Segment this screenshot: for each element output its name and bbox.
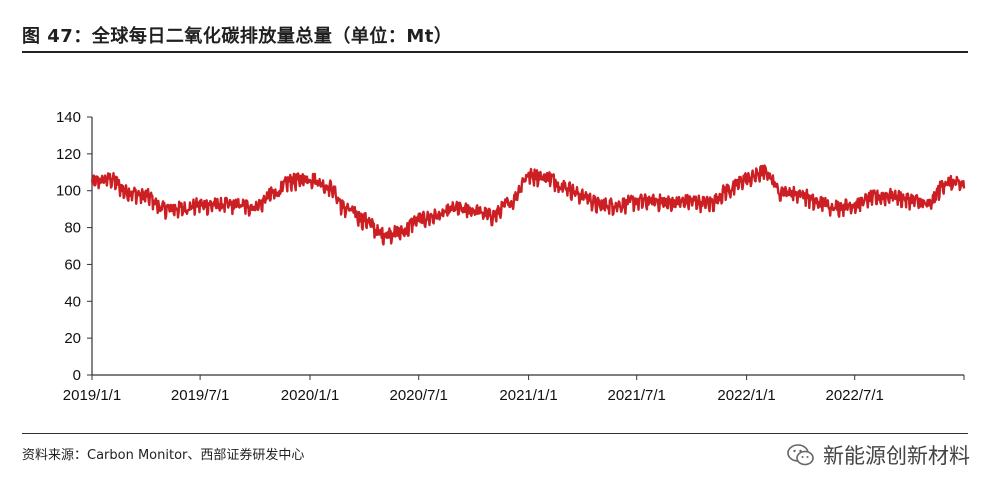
chart-plot-area xyxy=(90,164,966,246)
x-tick-label: 2019/1/1 xyxy=(63,387,121,404)
x-tick-label: 2021/1/1 xyxy=(499,387,557,404)
x-tick-label: 2020/7/1 xyxy=(390,387,448,404)
series-line xyxy=(90,164,966,246)
chart-axes xyxy=(91,117,964,376)
x-tick-label: 2022/1/1 xyxy=(717,387,775,404)
y-tick-label: 20 xyxy=(64,330,81,347)
y-tick-label: 60 xyxy=(64,256,81,273)
chart-title: 图 47：全球每日二氧化碳排放量总量（单位：Mt） xyxy=(22,26,453,47)
y-tick-label: 100 xyxy=(56,183,81,200)
y-tick-label: 120 xyxy=(56,146,81,163)
y-tick-label: 40 xyxy=(64,293,81,310)
watermark-text: 新能源创新材料 xyxy=(823,444,970,468)
x-tick-label: 2021/7/1 xyxy=(608,387,666,404)
bottom-rule xyxy=(22,433,968,434)
y-tick-label: 140 xyxy=(56,109,81,126)
wechat-icon xyxy=(787,444,814,466)
y-tick-label: 0 xyxy=(73,367,81,384)
source-note: 资料来源：Carbon Monitor、西部证券研发中心 xyxy=(22,448,305,463)
x-tick-label: 2019/7/1 xyxy=(171,387,229,404)
watermark: 新能源创新材料 xyxy=(787,440,970,470)
top-rule xyxy=(22,51,968,53)
y-tick-label: 80 xyxy=(64,220,81,237)
x-tick-label: 2022/7/1 xyxy=(826,387,884,404)
x-tick-label: 2020/1/1 xyxy=(281,387,339,404)
chart-ticks: 0 20 40 60 80 100 120 140 2019/1/1 2019/7/1 2020/1… xyxy=(56,109,965,404)
